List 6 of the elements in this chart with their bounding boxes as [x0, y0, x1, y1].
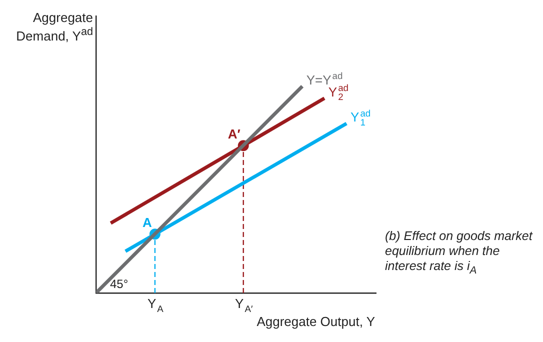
annotation: 45° — [110, 277, 128, 291]
text: (b) Effect on goods market equilibrium when the interest rate is i$_{A}$ — [385, 229, 534, 278]
x-axis-title: Aggregate Output, Y — [256, 314, 375, 329]
y-axis-title: Aggregate Demand, Y$^{ad}$ — [15, 10, 93, 44]
series-label: A′ — [228, 126, 240, 142]
series-label: A — [142, 215, 153, 230]
